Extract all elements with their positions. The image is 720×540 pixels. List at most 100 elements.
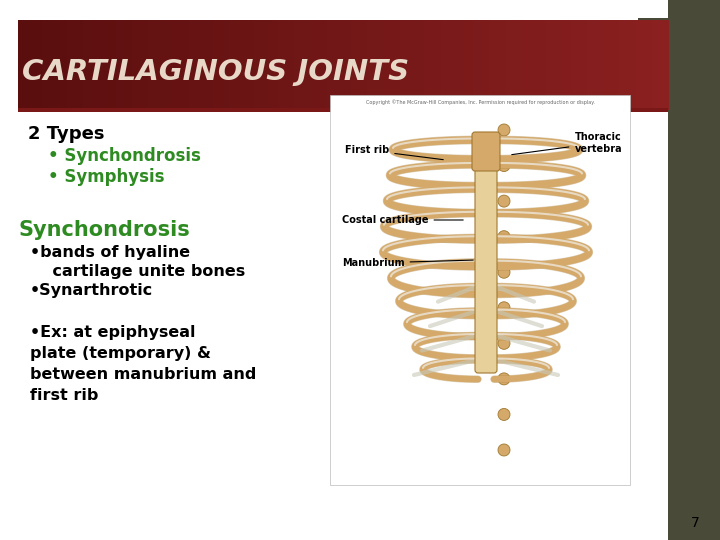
Bar [310,20,319,110]
Bar [473,20,482,110]
Text: •Synarthrotic: •Synarthrotic [30,283,153,298]
Bar [579,20,588,110]
Bar [490,20,498,110]
Bar [26,20,35,110]
Bar [50,20,59,110]
Bar [238,20,246,110]
Bar [262,20,271,110]
Text: 2 Types: 2 Types [28,125,104,143]
Bar [522,20,531,110]
Bar [603,20,611,110]
Circle shape [498,444,510,456]
Bar [619,20,628,110]
Bar [611,20,620,110]
Text: Manubrium: Manubrium [342,258,473,268]
Bar [376,20,384,110]
Bar [636,20,644,110]
Bar [465,20,474,110]
Circle shape [498,231,510,242]
Bar [181,20,189,110]
Circle shape [498,124,510,136]
Bar [424,20,433,110]
Bar [67,20,76,110]
Text: •Ex: at epiphyseal
plate (temporary) &
between manubrium and
first rib: •Ex: at epiphyseal plate (temporary) & b… [30,325,256,403]
Bar [75,20,84,110]
Bar [115,20,124,110]
Bar [627,20,636,110]
Bar [498,20,506,110]
Bar [538,20,546,110]
Text: • Synchondrosis: • Synchondrosis [48,147,201,165]
FancyBboxPatch shape [475,137,497,373]
Bar [343,20,351,110]
Bar [172,20,181,110]
Bar [42,20,51,110]
Bar [570,20,579,110]
Bar [330,95,630,485]
Text: •bands of hyaline: •bands of hyaline [30,245,190,260]
Bar [392,20,400,110]
Circle shape [498,302,510,314]
Bar [140,20,148,110]
Bar [587,20,595,110]
Bar [416,20,425,110]
Bar [189,20,197,110]
Bar [302,20,311,110]
Circle shape [498,159,510,172]
Text: First rib: First rib [345,145,444,160]
Circle shape [498,338,510,349]
Bar [367,20,376,110]
Text: Synchondrosis: Synchondrosis [18,220,190,240]
Bar [660,20,668,110]
Circle shape [498,373,510,385]
Bar [400,20,408,110]
Bar [505,20,514,110]
Bar [408,20,417,110]
Bar [18,108,668,112]
Bar [83,20,91,110]
Circle shape [498,408,510,421]
Bar [205,20,214,110]
Bar [530,20,539,110]
Bar [562,20,571,110]
Bar [327,20,336,110]
Text: cartilage unite bones: cartilage unite bones [30,264,246,279]
Text: • Symphysis: • Symphysis [48,168,164,186]
Bar [335,20,343,110]
Bar [253,20,262,110]
Bar [652,20,660,110]
Text: CARTILAGINOUS JOINTS: CARTILAGINOUS JOINTS [22,58,409,86]
Bar [441,20,449,110]
Bar [384,20,392,110]
Bar [668,0,720,540]
Bar [213,20,222,110]
Bar [294,20,303,110]
Bar [197,20,205,110]
Bar [0,0,668,18]
Bar [229,20,238,110]
Bar [278,20,287,110]
Bar [91,20,100,110]
FancyBboxPatch shape [472,132,500,171]
Bar [433,20,441,110]
Bar [132,20,140,110]
Text: 7: 7 [690,516,699,530]
Bar [148,20,157,110]
Bar [270,20,279,110]
Bar [286,20,294,110]
Bar [481,20,490,110]
Bar [18,20,27,110]
Bar [246,20,254,110]
Bar [456,20,465,110]
Bar [164,20,173,110]
Text: Copyright ©The McGraw-Hill Companies, Inc. Permission required for reproduction : Copyright ©The McGraw-Hill Companies, In… [366,99,595,105]
Bar [644,20,652,110]
Bar [546,20,554,110]
Text: Costal cartilage: Costal cartilage [342,215,463,225]
Bar [513,20,522,110]
Bar [554,20,563,110]
Circle shape [498,266,510,278]
Bar [35,20,43,110]
Bar [638,0,720,20]
Bar [124,20,132,110]
